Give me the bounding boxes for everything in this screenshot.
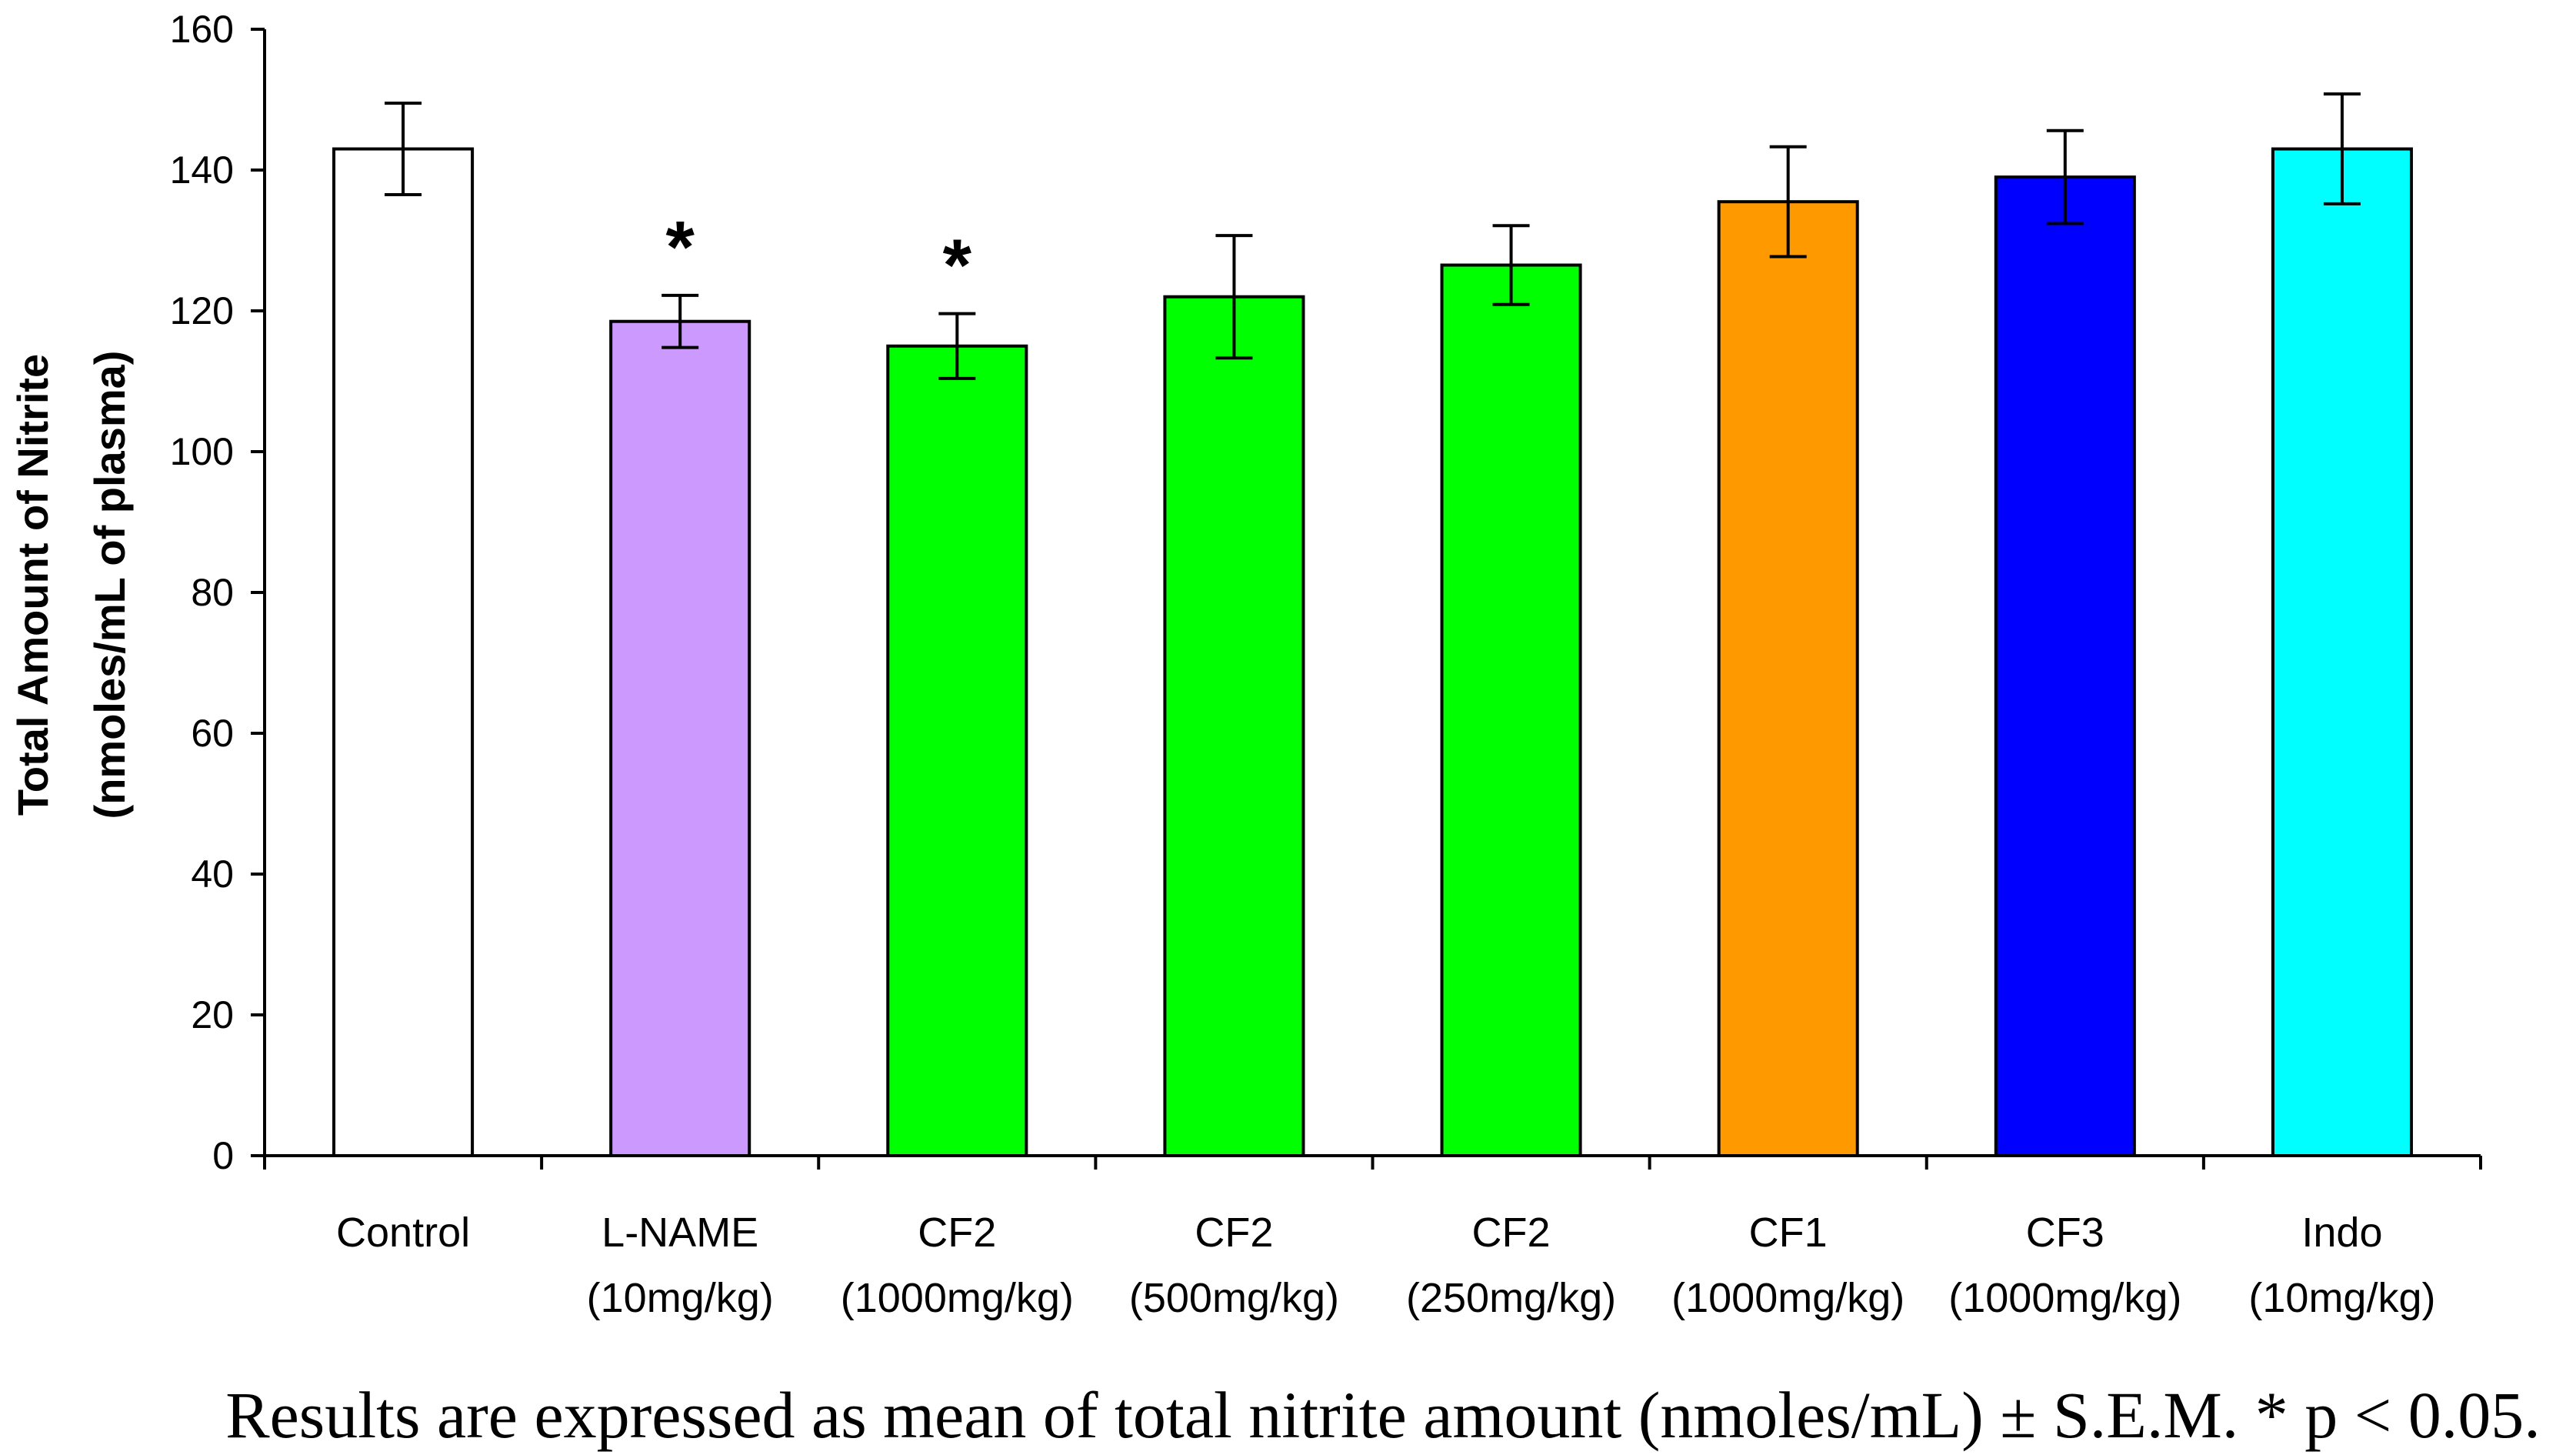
bar bbox=[332, 147, 475, 1157]
category-label: CF2 bbox=[1195, 1210, 1273, 1256]
y-tick-label: 60 bbox=[191, 712, 234, 755]
y-axis-title: Total Amount of Nitrite (nmoles/mL of pl… bbox=[8, 351, 134, 819]
category-label: CF3 bbox=[2026, 1210, 2104, 1256]
y-tick-label: 160 bbox=[170, 8, 234, 51]
y-axis-label-line1: Total Amount of Nitrite bbox=[8, 354, 57, 816]
y-axis-ticks: 0 20 40 60 80 100 120 140 160 bbox=[170, 8, 265, 1177]
bar bbox=[2271, 147, 2413, 1157]
x-axis-ticks bbox=[263, 1156, 2482, 1170]
y-axis-label-line2: (nmoles/mL of plasma) bbox=[85, 351, 134, 819]
error-bars bbox=[385, 92, 2361, 380]
category-dose-label: (1000mg/kg) bbox=[1671, 1275, 1905, 1321]
y-tick-label: 120 bbox=[170, 289, 234, 332]
significance-asterisk: * bbox=[943, 225, 972, 307]
y-tick-label: 140 bbox=[170, 149, 234, 192]
chart-caption: Results are expressed as mean of total n… bbox=[225, 1378, 2541, 1452]
significance-markers: * * bbox=[666, 206, 972, 307]
y-tick-label: 20 bbox=[191, 993, 234, 1036]
category-label: Control bbox=[336, 1210, 470, 1256]
x-axis-category-labels: Control L-NAME (10mg/kg) CF2 (1000mg/kg) CF2 (… bbox=[336, 1210, 2435, 1321]
y-tick-label: 40 bbox=[191, 853, 234, 896]
category-label: Indo bbox=[2301, 1210, 2382, 1256]
bar bbox=[1717, 200, 1859, 1157]
category-dose-label: (10mg/kg) bbox=[587, 1275, 774, 1321]
category-label: CF2 bbox=[918, 1210, 996, 1256]
category-label: CF1 bbox=[1749, 1210, 1828, 1256]
category-dose-label: (10mg/kg) bbox=[2248, 1275, 2435, 1321]
y-tick-label: 80 bbox=[191, 571, 234, 614]
bar bbox=[1440, 263, 1582, 1157]
bar bbox=[609, 319, 751, 1158]
y-tick-label: 100 bbox=[170, 430, 234, 473]
category-dose-label: (500mg/kg) bbox=[1129, 1275, 1339, 1321]
bar bbox=[1994, 175, 2136, 1157]
bar bbox=[886, 344, 1028, 1157]
significance-asterisk: * bbox=[666, 206, 695, 289]
category-dose-label: (1000mg/kg) bbox=[1948, 1275, 2181, 1321]
category-label: L-NAME bbox=[602, 1210, 758, 1256]
bar-series bbox=[332, 147, 2413, 1158]
y-tick-label: 0 bbox=[212, 1134, 234, 1177]
bar bbox=[1163, 295, 1305, 1158]
category-dose-label: (1000mg/kg) bbox=[841, 1275, 1074, 1321]
category-label: CF2 bbox=[1472, 1210, 1551, 1256]
category-dose-label: (250mg/kg) bbox=[1406, 1275, 1616, 1321]
